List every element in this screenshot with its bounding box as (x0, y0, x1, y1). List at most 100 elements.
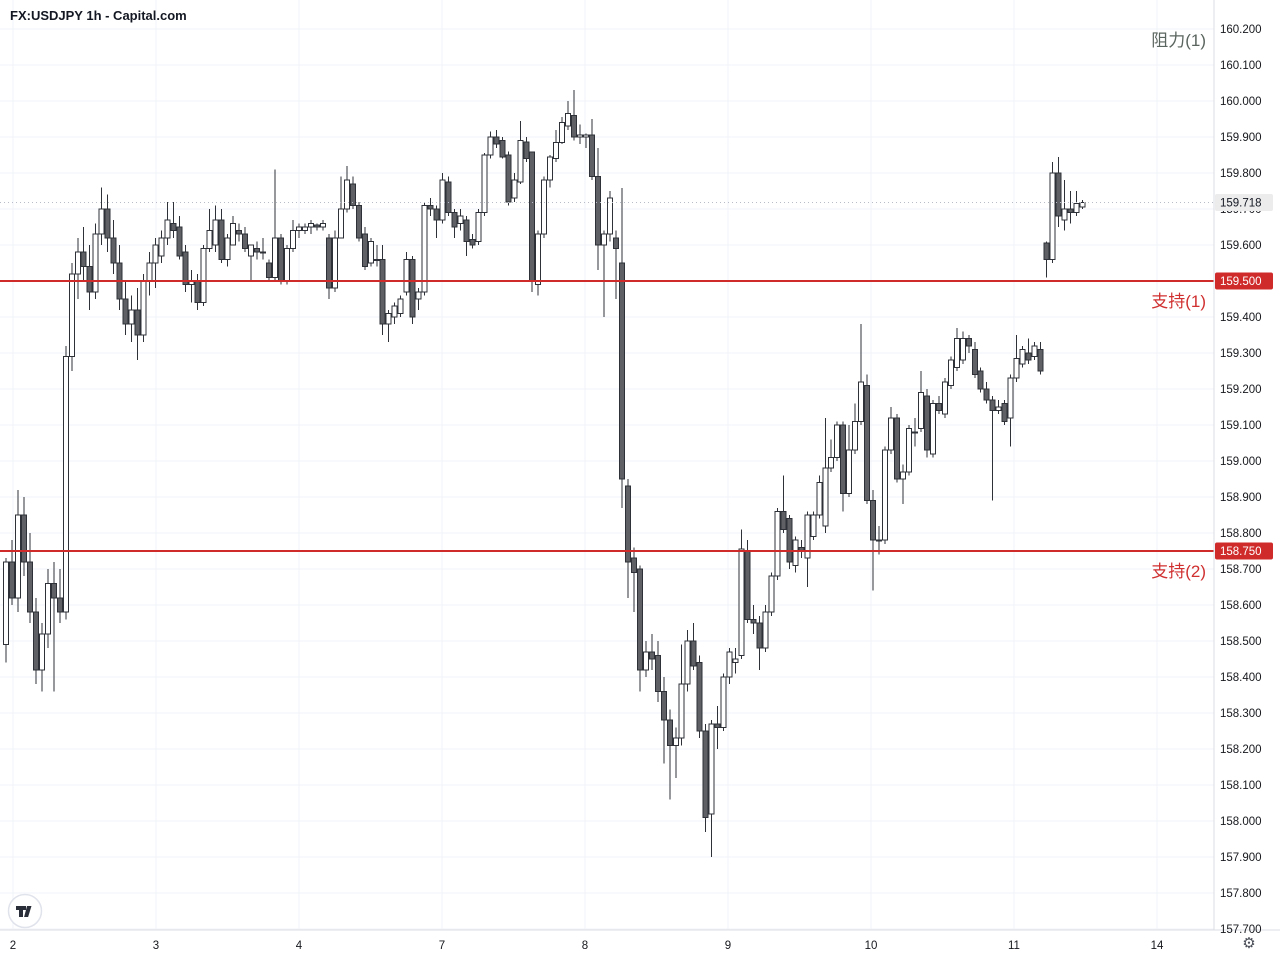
price-tick-label[interactable]: 160.200 (1220, 24, 1262, 36)
support-badge-text: 158.750 (1220, 546, 1262, 558)
candle-up (720, 676, 727, 728)
price-tick-label[interactable]: 158.100 (1220, 780, 1262, 792)
price-tick-label[interactable]: 158.600 (1220, 600, 1262, 612)
price-tick-label[interactable]: 158.700 (1220, 564, 1262, 576)
price-tick-label[interactable]: 158.300 (1220, 708, 1262, 720)
candle-down (923, 395, 930, 451)
candle-up (481, 154, 488, 214)
time-tick-label[interactable]: 11 (1008, 940, 1020, 952)
candle-down (1025, 352, 1032, 361)
candle-down (870, 500, 877, 541)
candle-down (325, 237, 332, 289)
price-tick-label[interactable]: 159.300 (1220, 348, 1262, 360)
candle-up (391, 305, 398, 318)
time-tick-label[interactable]: 3 (153, 940, 159, 952)
support-label-1[interactable]: 支持(1) (1151, 292, 1206, 311)
time-tick-label[interactable]: 8 (582, 940, 588, 952)
price-tick-label[interactable]: 160.000 (1220, 96, 1262, 108)
candle-up (876, 539, 883, 542)
price-tick-label[interactable]: 158.900 (1220, 492, 1262, 504)
candle-up (929, 402, 936, 455)
candle-up (577, 134, 584, 138)
candle-up (152, 244, 159, 264)
candle-up (146, 262, 153, 282)
candle-up (959, 338, 966, 361)
candle-down (690, 640, 697, 667)
price-tick-label[interactable]: 157.800 (1220, 888, 1262, 900)
candle-down (1067, 208, 1074, 214)
tradingview-logo[interactable] (7, 893, 43, 929)
price-tick-label[interactable]: 159.600 (1220, 240, 1262, 252)
candle-up (738, 548, 745, 656)
candle-up (565, 113, 572, 127)
resistance-label-1[interactable]: 阻力(1) (1151, 31, 1206, 50)
candle-down (1037, 348, 1044, 372)
support-price-badge (1215, 542, 1273, 560)
candle-up (367, 240, 374, 264)
candle-up (337, 208, 344, 239)
candle-up (995, 406, 1002, 412)
price-tick-label[interactable]: 158.400 (1220, 672, 1262, 684)
time-tick-label[interactable]: 2 (10, 940, 16, 952)
time-tick-label[interactable]: 7 (439, 940, 445, 952)
price-tick-label[interactable]: 157.900 (1220, 852, 1262, 864)
time-tick-label[interactable]: 4 (296, 940, 303, 952)
candle-down (648, 651, 655, 660)
candle-down (50, 582, 57, 599)
gear-icon[interactable]: ⚙ (1242, 935, 1256, 952)
candle-up (947, 359, 954, 386)
candle-down (134, 309, 141, 336)
price-tick-label[interactable]: 158.000 (1220, 816, 1262, 828)
candle-down (1043, 242, 1050, 260)
price-tick-label[interactable]: 158.500 (1220, 636, 1262, 648)
candle-up (553, 141, 560, 160)
price-tick-label[interactable]: 157.700 (1220, 924, 1262, 936)
support-label-2[interactable]: 支持(2) (1151, 562, 1206, 581)
candle-up (708, 723, 715, 815)
candle-down (894, 417, 901, 480)
candle-up (212, 219, 219, 246)
price-tick-label[interactable]: 160.100 (1220, 60, 1262, 72)
candle-up (882, 449, 889, 541)
price-tick-label[interactable]: 159.800 (1220, 168, 1262, 180)
candle-down (864, 384, 871, 502)
candle-up (421, 204, 428, 293)
candle-down (618, 262, 625, 480)
candle-up (403, 258, 410, 293)
candle-down (612, 237, 619, 250)
candle-up (1007, 377, 1014, 419)
candle-down (1001, 402, 1008, 422)
time-tick-label[interactable]: 10 (865, 940, 878, 952)
candle-up (260, 251, 267, 254)
candle-down (32, 611, 39, 671)
candle-down (1055, 172, 1062, 217)
candle-up (62, 356, 69, 613)
candle-down (355, 204, 362, 239)
price-tick-label[interactable]: 159.900 (1220, 132, 1262, 144)
candle-up (230, 222, 237, 246)
candle-up (1061, 208, 1068, 221)
candle-up (128, 309, 135, 325)
price-tick-label[interactable]: 159.000 (1220, 456, 1262, 468)
candle-down (266, 262, 273, 278)
price-tick-label[interactable]: 159.200 (1220, 384, 1262, 396)
price-tick-label[interactable]: 159.100 (1220, 420, 1262, 432)
candle-up (547, 156, 554, 181)
candle-down (254, 248, 261, 253)
candle-up (3, 561, 9, 646)
candle-up (98, 208, 105, 235)
price-tick-label[interactable]: 159.400 (1220, 312, 1262, 324)
price-tick-label[interactable]: 158.200 (1220, 744, 1262, 756)
price-tick-label[interactable]: 158.800 (1220, 528, 1262, 540)
candle-up (828, 456, 835, 469)
time-tick-label[interactable]: 14 (1151, 940, 1164, 952)
time-tick-label[interactable]: 9 (725, 940, 731, 952)
candle-up (792, 539, 799, 566)
candle-up (475, 212, 482, 242)
candle-up (319, 222, 326, 228)
candle-up (44, 582, 51, 635)
candle-up (1031, 345, 1038, 358)
candle-up (158, 237, 165, 257)
candle-down (493, 136, 500, 145)
